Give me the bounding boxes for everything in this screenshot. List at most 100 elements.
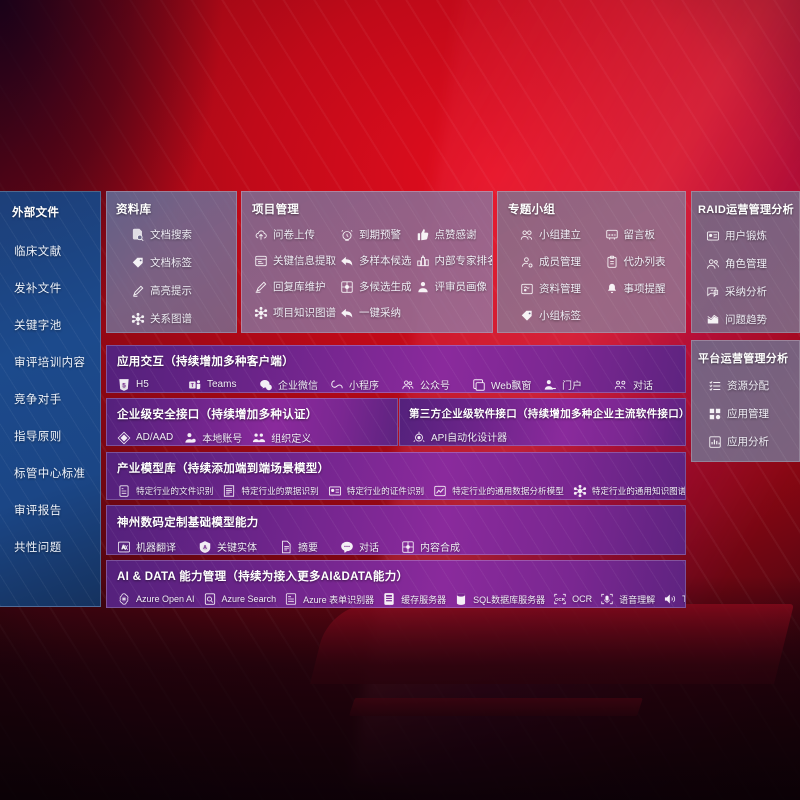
item-highlight-hint[interactable]: 高亮提示: [131, 283, 236, 298]
item-multi-sample-candidate[interactable]: 多样本候选: [340, 253, 412, 268]
item-label: 特定行业的证件识别: [346, 486, 425, 496]
item-due-alert[interactable]: 到期预警: [340, 227, 412, 242]
item-wechat-work[interactable]: 企业微信: [259, 377, 330, 392]
sidebar-item-clinical-literature[interactable]: 临床文献: [14, 246, 62, 258]
item-idcard-recognition[interactable]: 特定行业的证件识别: [328, 484, 424, 498]
item-message-board[interactable]: 留言板: [605, 227, 686, 242]
item-todo-list[interactable]: 代办列表: [605, 254, 686, 269]
item-ocr[interactable]: OCR OCR: [553, 592, 592, 606]
item-material-management[interactable]: 资料管理: [520, 281, 601, 296]
cache-server-icon: [382, 592, 396, 606]
item-key-entity[interactable]: A 关键实体: [198, 539, 257, 554]
generate-icon: [340, 280, 354, 294]
dcits-base-models-items: A 机器翻译 A 关键实体 摘要 对话 内容合成: [117, 539, 685, 554]
item-label: 机器翻译: [136, 543, 176, 554]
item-machine-translation[interactable]: A 机器翻译: [117, 539, 176, 554]
sidebar-item-keyword-pool[interactable]: 关键字池: [14, 320, 62, 332]
item-tts[interactable]: TTS: [663, 592, 685, 606]
reply-icon: [340, 254, 354, 268]
sidebar-item-review-training[interactable]: 审评培训内容: [14, 357, 86, 369]
item-content-synthesis[interactable]: 内容合成: [401, 539, 460, 554]
item-label: 特定行业的票据识别: [241, 486, 319, 496]
row-industry-models: 产业模型库（持续添加端到端场景模型） 特定行业的文件识别 特定行业的票据识别 特…: [106, 452, 686, 500]
item-role-management[interactable]: 角色管理: [706, 256, 799, 271]
item-internal-expert-ranking[interactable]: 内部专家排名: [416, 253, 492, 268]
item-api-designer[interactable]: API自动化设计器: [412, 429, 507, 444]
item-knowledge-graph-model[interactable]: 特定行业的通用知识图谱模型: [573, 484, 685, 498]
item-app-management[interactable]: 应用管理: [708, 406, 799, 421]
item-label: Azure Open AI: [136, 594, 195, 604]
item-dialogue-model[interactable]: 对话: [340, 539, 379, 554]
item-official-account[interactable]: 公众号: [401, 377, 472, 392]
third-party-title: 第三方企业级软件接口（持续增加多种企业主流软件接口）: [409, 408, 686, 420]
svg-text:OCR: OCR: [555, 597, 566, 602]
item-label: SQL数据库服务器: [473, 594, 546, 605]
item-document-tag[interactable]: 文档标签: [131, 255, 236, 270]
item-org-definition[interactable]: 组织定义: [252, 430, 311, 445]
sidebar-item-review-report[interactable]: 审评报告: [14, 505, 62, 517]
item-key-info-extract[interactable]: 关键信息提取: [254, 253, 336, 268]
item-label: 多候选生成: [359, 281, 412, 293]
item-like-thanks[interactable]: 点赞感谢: [416, 227, 493, 242]
item-azure-search[interactable]: Azure Search: [203, 592, 276, 606]
knowledge-base-title: 资料库: [116, 204, 152, 216]
item-reviewer-profile[interactable]: 评审员画像: [416, 279, 493, 294]
item-miniprogram[interactable]: 小程序: [330, 377, 401, 392]
item-ad-aad[interactable]: AD/AAD: [117, 430, 173, 445]
item-summary[interactable]: 摘要: [279, 539, 318, 554]
item-h5[interactable]: 5 H5: [117, 377, 188, 392]
item-label: 内容合成: [420, 543, 460, 554]
item-local-account[interactable]: 本地账号: [183, 430, 242, 445]
web-popup-icon: [472, 378, 486, 392]
item-app-analysis[interactable]: 应用分析: [708, 434, 799, 449]
teams-icon: T: [188, 378, 202, 392]
item-document-search[interactable]: 文档搜索: [131, 227, 236, 242]
sidebar-item-standards-center[interactable]: 标管中心标准: [14, 468, 86, 480]
item-adoption-analysis[interactable]: 采纳分析: [706, 284, 799, 299]
item-teams[interactable]: T Teams: [188, 377, 259, 392]
item-project-knowledge-graph[interactable]: 项目知识图谱: [254, 305, 336, 320]
item-sql-database-server[interactable]: SQL数据库服务器: [454, 592, 545, 606]
sidebar-item-supplement-files[interactable]: 发补文件: [14, 283, 62, 295]
knowledge-base-items: 文档搜索 文档标签 高亮提示 关系图谱 文档分类: [131, 227, 236, 332]
item-azure-form-recognizer[interactable]: Azure 表单识别器: [284, 592, 374, 606]
item-group-tag[interactable]: 小组标签: [520, 308, 601, 323]
item-data-analysis-model[interactable]: 特定行业的通用数据分析模型: [433, 484, 564, 498]
item-one-click-adopt[interactable]: 一键采纳: [340, 305, 412, 320]
data-analysis-icon: [433, 484, 447, 498]
panel-platform-analysis: 平台运营管理分析 资源分配 应用管理 应用分析: [691, 340, 800, 462]
pen-icon: [254, 280, 268, 294]
item-member-management[interactable]: 成员管理: [520, 254, 601, 269]
item-label: 特定行业的通用数据分析模型: [452, 486, 564, 496]
item-label: 资源分配: [727, 380, 769, 392]
item-reply-library-maintain[interactable]: 回复库维护: [254, 279, 336, 294]
item-event-reminder[interactable]: 事项提醒: [605, 281, 686, 296]
item-invoice-recognition[interactable]: 特定行业的票据识别: [222, 484, 319, 498]
item-cache-server[interactable]: 缓存服务器: [382, 592, 446, 606]
item-azure-open-ai[interactable]: Azure Open AI: [117, 592, 195, 606]
item-speech-understanding[interactable]: 语音理解: [600, 592, 655, 606]
item-resource-allocation[interactable]: 资源分配: [708, 378, 799, 393]
item-questionnaire-upload[interactable]: 问卷上传: [254, 227, 336, 242]
item-user-training[interactable]: 用户锻炼: [706, 228, 799, 243]
api-gear-icon: [412, 430, 426, 444]
item-label: 事项提醒: [623, 283, 666, 295]
sidebar-item-competitors[interactable]: 竞争对手: [14, 394, 62, 406]
person-gear-icon: [520, 255, 534, 269]
form-recognizer-icon: [284, 592, 298, 606]
sidebar-item-common-issues[interactable]: 共性问题: [14, 542, 62, 554]
item-group-create[interactable]: 小组建立: [520, 227, 601, 242]
item-dialogue[interactable]: 对话: [614, 377, 685, 392]
item-file-recognition[interactable]: 特定行业的文件识别: [117, 484, 213, 498]
idcard-recognize-icon: [328, 484, 342, 498]
item-portal[interactable]: 门户: [543, 377, 614, 392]
search-doc-icon: [203, 592, 217, 606]
sidebar-item-guidelines[interactable]: 指导原则: [14, 431, 62, 443]
item-label: 到期预警: [359, 229, 401, 241]
item-label: 应用管理: [727, 408, 769, 420]
tag-icon: [131, 256, 145, 270]
item-relation-graph[interactable]: 关系图谱: [131, 311, 236, 326]
item-multi-candidate-generate[interactable]: 多候选生成: [340, 279, 412, 294]
item-web-popup[interactable]: Web飘窗: [472, 377, 543, 392]
item-issue-trend[interactable]: 问题趋势: [706, 312, 799, 327]
